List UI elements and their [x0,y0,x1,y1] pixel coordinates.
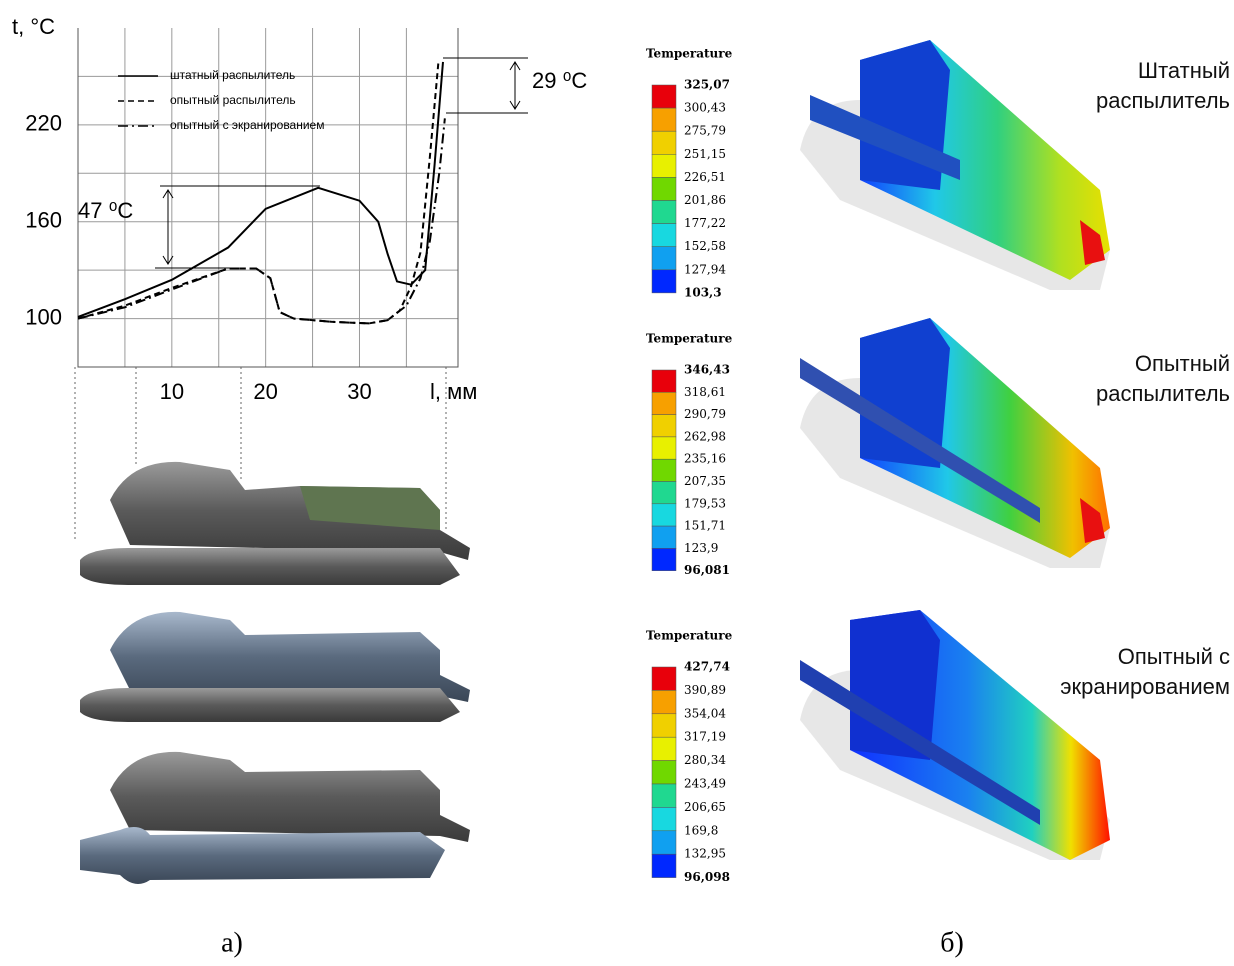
level-label: 427,74 [684,660,730,674]
nozzle-drawing [80,612,470,722]
y-tick-label: 100 [25,304,62,329]
annotation-lines [155,58,528,268]
y-tick-label: 160 [25,208,62,233]
color-band [652,131,676,154]
caption: б) [940,927,964,958]
color-band [652,177,676,200]
contour-render [800,40,1110,290]
level-label: 262,98 [684,429,726,443]
legend-label: штатный распылитель [170,68,295,82]
annotation: 47 ⁰C [78,198,133,223]
nozzle-drawing [80,752,470,884]
color-band [652,85,676,108]
color-band [652,392,676,414]
nozzle-drawing [80,462,470,585]
color-band [652,714,676,737]
level-label: 123,9 [684,541,718,555]
level-label: 127,94 [684,262,726,276]
color-band [652,667,676,690]
color-band [652,504,676,526]
y-tick-label: 220 [25,111,62,136]
color-band [652,370,676,392]
level-label: 346,43 [684,363,730,377]
render-label: Опытный [1135,351,1230,376]
level-label: 226,51 [684,170,726,184]
figure: t, °C l, мм 10 20 30 100 160 220 штатный распы… [0,0,1234,966]
color-band [652,784,676,807]
level-label: 325,07 [684,78,730,92]
color-band [652,526,676,548]
color-band [652,437,676,459]
color-band [652,154,676,177]
level-label: 280,34 [684,753,726,767]
color-band [652,247,676,270]
level-label: 235,16 [684,452,726,466]
render-label: распылитель [1096,88,1230,113]
level-label: 132,95 [684,847,726,861]
level-label: 201,86 [684,193,726,207]
contour-render [800,318,1110,568]
x-tick-label: 30 [347,379,371,404]
color-band [652,761,676,784]
level-label: 354,04 [684,706,726,720]
level-label: 103,3 [684,285,722,299]
color-band [652,482,676,504]
color-band [652,548,676,570]
level-label: 207,35 [684,474,726,488]
contour-render [800,610,1110,860]
level-label: 179,53 [684,496,726,510]
caption: а) [221,927,243,958]
level-label: 275,79 [684,124,726,138]
color-band [652,690,676,713]
level-label: 251,15 [684,147,726,161]
color-band [652,108,676,131]
x-axis-label: l, мм [430,379,477,404]
color-band [652,807,676,830]
level-label: 243,49 [684,777,726,791]
level-label: 206,65 [684,800,726,814]
x-tick-label: 20 [253,379,277,404]
level-label: 96,081 [684,563,730,577]
render-label: Штатный [1138,58,1230,83]
level-label: 317,19 [684,730,726,744]
color-band [652,415,676,437]
level-label: 390,89 [684,683,726,697]
render-label: Опытный с [1118,644,1230,669]
legend-title: Temperature [646,332,733,346]
level-label: 177,22 [684,216,726,230]
legend-title: Temperature [646,47,733,61]
render-label: распылитель [1096,381,1230,406]
legend-title: Temperature [646,629,733,643]
level-label: 290,79 [684,407,726,421]
annotation: 29 ⁰C [532,68,587,93]
color-band [652,459,676,481]
x-tick-label: 10 [160,379,184,404]
color-band [652,737,676,760]
level-label: 318,61 [684,385,726,399]
color-band [652,270,676,293]
level-label: 96,098 [684,870,730,884]
color-band [652,201,676,224]
color-band [652,224,676,247]
render-label: экранированием [1060,674,1230,699]
color-band [652,854,676,877]
level-label: 152,58 [684,239,726,253]
level-label: 151,71 [684,519,726,533]
y-axis-label: t, °C [12,14,55,39]
level-label: 300,43 [684,101,726,115]
legend-label: опытный с экранированием [170,118,324,132]
legend-label: опытный распылитель [170,93,296,107]
level-label: 169,8 [684,823,718,837]
color-band [652,831,676,854]
